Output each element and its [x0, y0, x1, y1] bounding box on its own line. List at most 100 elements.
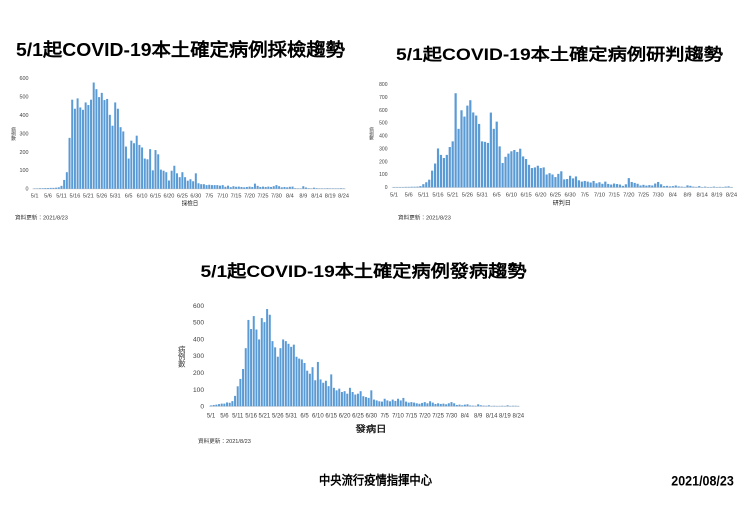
svg-text:5/31: 5/31	[110, 193, 121, 199]
svg-text:600: 600	[379, 108, 388, 114]
svg-text:0: 0	[26, 187, 29, 193]
svg-text:發病日: 發病日	[354, 423, 386, 434]
svg-text:8/4: 8/4	[461, 414, 470, 420]
svg-text:5/31: 5/31	[285, 414, 297, 420]
svg-text:600: 600	[20, 76, 29, 82]
svg-text:7/5: 7/5	[381, 414, 390, 420]
svg-text:數: 數	[11, 135, 16, 142]
svg-text:100: 100	[20, 168, 29, 174]
svg-text:6/20: 6/20	[339, 414, 351, 420]
svg-text:數: 數	[178, 358, 186, 368]
svg-text:5/6: 5/6	[44, 193, 52, 199]
svg-text:5/21: 5/21	[447, 193, 458, 199]
svg-text:資料更新：2021/8/23: 資料更新：2021/8/23	[15, 214, 68, 222]
svg-text:200: 200	[379, 159, 388, 165]
svg-text:中央流行疫情指揮中心: 中央流行疫情指揮中心	[319, 472, 432, 487]
svg-text:7/15: 7/15	[231, 193, 242, 199]
svg-text:7/5: 7/5	[581, 193, 589, 199]
svg-text:100: 100	[379, 172, 388, 178]
svg-text:8/24: 8/24	[726, 193, 738, 199]
svg-text:5/11: 5/11	[56, 193, 66, 199]
svg-text:400: 400	[379, 134, 388, 140]
svg-text:7/20: 7/20	[623, 193, 634, 199]
svg-text:7/25: 7/25	[258, 193, 269, 199]
svg-text:6/25: 6/25	[177, 193, 188, 199]
svg-text:500: 500	[193, 320, 204, 327]
svg-text:5/26: 5/26	[272, 414, 284, 420]
svg-text:5/11: 5/11	[418, 193, 429, 199]
svg-text:5/21: 5/21	[83, 193, 94, 199]
svg-text:300: 300	[20, 131, 29, 137]
svg-text:8/9: 8/9	[683, 193, 691, 199]
svg-text:8/19: 8/19	[499, 414, 511, 420]
svg-text:400: 400	[193, 336, 204, 343]
svg-text:5/31: 5/31	[476, 193, 487, 199]
svg-text:6/25: 6/25	[550, 193, 561, 199]
svg-text:300: 300	[379, 146, 388, 152]
svg-text:6/20: 6/20	[535, 193, 546, 199]
svg-text:6/25: 6/25	[352, 414, 364, 420]
svg-text:6/10: 6/10	[137, 193, 148, 199]
svg-text:6/30: 6/30	[190, 193, 201, 199]
svg-text:8/24: 8/24	[512, 414, 524, 420]
svg-text:6/15: 6/15	[150, 193, 161, 199]
svg-text:數: 數	[369, 135, 374, 142]
svg-text:6/20: 6/20	[163, 193, 174, 199]
svg-text:5/16: 5/16	[69, 193, 80, 199]
svg-text:0: 0	[200, 404, 204, 411]
svg-text:8/19: 8/19	[325, 193, 336, 199]
svg-text:5/1起COVID-19本土確定病例研判趨勢: 5/1起COVID-19本土確定病例研判趨勢	[396, 44, 724, 64]
svg-text:700: 700	[379, 95, 388, 101]
svg-text:6/30: 6/30	[365, 414, 377, 420]
svg-text:7/15: 7/15	[406, 414, 418, 420]
svg-text:5/26: 5/26	[96, 193, 107, 199]
svg-text:7/30: 7/30	[446, 414, 458, 420]
svg-text:7/10: 7/10	[594, 193, 605, 199]
svg-text:400: 400	[20, 113, 29, 119]
svg-text:6/30: 6/30	[564, 193, 575, 199]
svg-text:6/10: 6/10	[312, 414, 324, 420]
svg-text:7/15: 7/15	[608, 193, 619, 199]
svg-text:2021/08/23: 2021/08/23	[671, 472, 734, 488]
svg-text:8/4: 8/4	[669, 193, 678, 199]
svg-text:8/4: 8/4	[286, 193, 294, 199]
svg-text:6/5: 6/5	[300, 414, 309, 420]
svg-text:200: 200	[193, 370, 204, 377]
svg-text:8/14: 8/14	[697, 193, 709, 199]
svg-text:5/16: 5/16	[245, 414, 257, 420]
svg-text:6/5: 6/5	[125, 193, 133, 199]
svg-text:5/1起COVID-19本土確定病例發病趨勢: 5/1起COVID-19本土確定病例發病趨勢	[201, 261, 527, 281]
svg-text:300: 300	[193, 353, 204, 360]
svg-text:7/25: 7/25	[638, 193, 649, 199]
svg-text:5/6: 5/6	[405, 193, 413, 199]
svg-text:5/1: 5/1	[390, 193, 398, 199]
svg-text:5/1: 5/1	[207, 414, 216, 420]
svg-text:6/15: 6/15	[520, 193, 531, 199]
svg-text:0: 0	[385, 185, 388, 191]
svg-text:7/5: 7/5	[205, 193, 213, 199]
svg-text:7/30: 7/30	[652, 193, 663, 199]
svg-text:5/21: 5/21	[259, 414, 271, 420]
svg-text:7/30: 7/30	[271, 193, 282, 199]
svg-text:5/11: 5/11	[232, 414, 244, 420]
svg-text:600: 600	[193, 303, 204, 310]
svg-text:採檢日: 採檢日	[182, 200, 199, 208]
svg-text:500: 500	[379, 121, 388, 127]
svg-text:資料更新：2021/8/23: 資料更新：2021/8/23	[198, 437, 251, 445]
svg-text:6/5: 6/5	[493, 193, 501, 199]
svg-text:7/20: 7/20	[244, 193, 255, 199]
svg-text:8/24: 8/24	[338, 193, 349, 199]
svg-text:7/20: 7/20	[419, 414, 431, 420]
svg-text:100: 100	[193, 387, 204, 394]
svg-text:7/10: 7/10	[392, 414, 404, 420]
svg-text:6/10: 6/10	[506, 193, 517, 199]
svg-text:5/1: 5/1	[31, 193, 39, 199]
svg-text:8/14: 8/14	[486, 414, 498, 420]
svg-text:5/6: 5/6	[220, 414, 229, 420]
svg-text:5/26: 5/26	[462, 193, 473, 199]
svg-text:7/10: 7/10	[217, 193, 228, 199]
svg-text:6/15: 6/15	[325, 414, 337, 420]
svg-text:5/16: 5/16	[432, 193, 443, 199]
svg-text:7/25: 7/25	[432, 414, 444, 420]
svg-text:8/9: 8/9	[299, 193, 307, 199]
